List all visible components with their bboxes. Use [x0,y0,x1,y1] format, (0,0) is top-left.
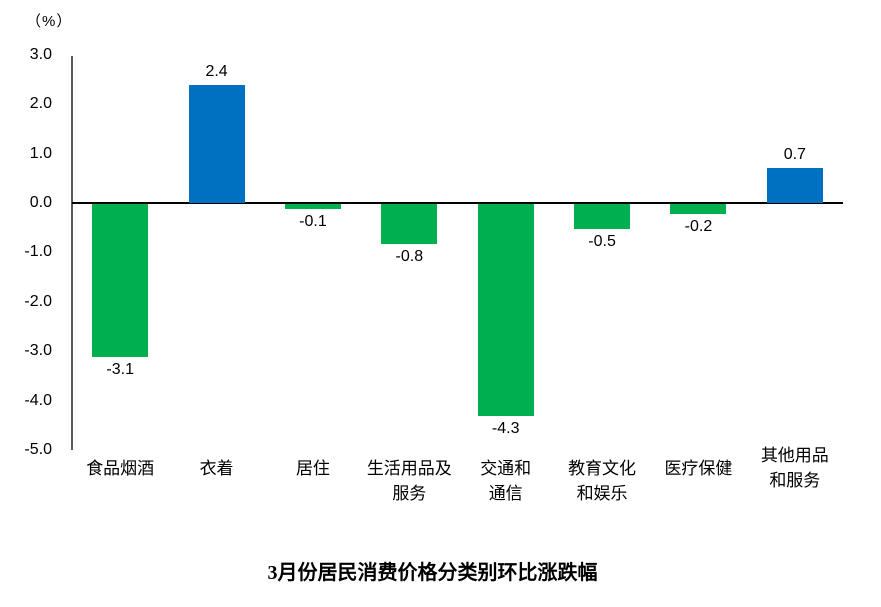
x-axis-zero-line [72,202,843,204]
category-label: 其他用品 和服务 [760,446,829,490]
y-axis-unit-label: （%） [26,13,73,30]
bar-value-label: -3.1 [106,361,134,379]
y-axis-tick-label: 1.0 [29,144,52,162]
bar-value-label: -4.3 [491,420,520,438]
y-axis-tick-label: 2.0 [29,95,52,113]
y-axis-tick-label: 3.0 [29,45,52,63]
bar [670,204,727,214]
bar [766,168,823,203]
y-axis-tick-label: -2.0 [24,292,52,310]
bar-value-label: 0.7 [783,146,806,164]
y-axis-tick-label: -1.0 [24,243,52,261]
bar [381,204,438,244]
bar [92,204,149,358]
bar-value-label: -0.8 [395,247,424,265]
y-axis-tick-label: 0.0 [29,194,52,211]
bar-value-label: -0.5 [588,232,616,250]
y-axis-line [71,56,73,450]
y-axis-tick-label: -4.0 [24,391,52,409]
category-label: 医疗保健 [664,459,733,478]
y-axis-tick-label: -5.0 [24,440,52,458]
category-label: 生活用品及 服务 [366,459,452,503]
bar-value-label: -0.1 [299,212,327,230]
bar [188,84,245,203]
y-axis-tick-label: -3.0 [24,342,52,360]
bar [284,204,341,209]
bar-value-label: 2.4 [205,62,228,80]
category-label: 交通和 通信 [480,459,532,503]
category-label: 衣着 [199,459,234,478]
chart-title: 3月份居民消费价格分类别环比涨跌幅 [267,562,598,584]
category-label: 食品烟酒 [86,459,155,478]
category-label: 教育文化 和娱乐 [568,459,637,503]
bar [574,204,631,229]
bar [477,204,534,417]
category-label: 居住 [295,459,330,478]
bar-value-label: -0.2 [684,217,713,235]
